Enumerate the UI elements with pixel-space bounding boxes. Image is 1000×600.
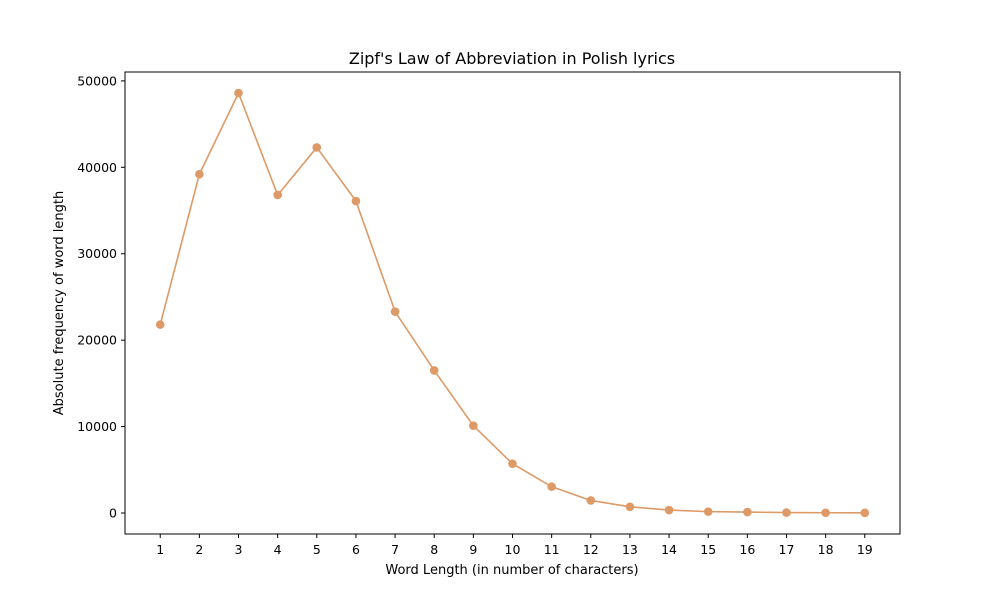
x-tick-label: 14 (661, 542, 677, 557)
x-tick-label: 1 (156, 542, 164, 557)
data-point (429, 366, 439, 375)
x-tick-label: 12 (583, 542, 599, 557)
data-point (273, 190, 282, 200)
x-tick-label: 13 (622, 542, 638, 557)
y-axis-label: Absolute frequency of word length (52, 191, 67, 415)
data-point (860, 508, 870, 518)
x-tick-label: 5 (313, 542, 321, 557)
y-tick-label: 20000 (77, 333, 117, 348)
x-tick-label: 2 (195, 542, 203, 557)
plot-area (155, 88, 870, 518)
x-tick-label: 4 (274, 542, 282, 557)
x-tick-label: 11 (544, 542, 560, 557)
data-point (703, 507, 713, 516)
y-tick-label: 50000 (77, 73, 117, 88)
data-point (155, 320, 165, 329)
x-tick-label: 3 (235, 542, 243, 557)
x-tick-label: 17 (779, 542, 795, 557)
data-point (664, 505, 674, 515)
y-tick-label: 0 (109, 506, 117, 521)
data-point (508, 459, 517, 469)
data-point (782, 508, 791, 517)
x-tick-label: 7 (391, 542, 399, 557)
data-point (821, 508, 830, 518)
y-tick-label: 40000 (77, 160, 117, 175)
data-point (625, 502, 635, 512)
data-point (586, 496, 596, 505)
y-tick-label: 10000 (77, 419, 117, 434)
data-point (743, 507, 752, 517)
data-point (351, 196, 361, 206)
chart-title: Zipf's Law of Abbreviation in Polish lyr… (349, 49, 675, 68)
x-tick-label: 19 (857, 542, 873, 557)
data-point (195, 169, 204, 179)
x-tick-label: 16 (739, 542, 755, 557)
data-point (390, 307, 400, 316)
x-tick-label: 18 (818, 542, 834, 557)
data-point (234, 88, 243, 98)
x-tick-label: 10 (505, 542, 521, 557)
x-tick-label: 8 (430, 542, 438, 557)
x-axis-label: Word Length (in number of characters) (385, 563, 638, 578)
data-point (469, 421, 478, 431)
x-tick-label: 6 (352, 542, 360, 557)
data-point (312, 143, 322, 152)
data-point (547, 482, 556, 491)
x-tick-label: 9 (469, 542, 477, 557)
x-tick-label: 15 (700, 542, 716, 557)
y-tick-label: 30000 (77, 246, 117, 261)
